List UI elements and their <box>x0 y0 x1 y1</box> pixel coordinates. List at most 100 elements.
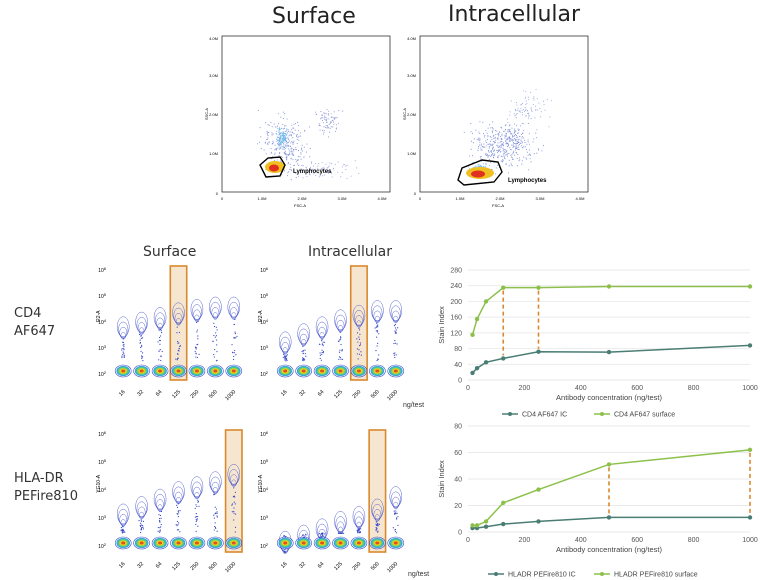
event-dot <box>282 140 284 143</box>
contour-column <box>207 296 224 378</box>
event-dot <box>516 152 518 154</box>
event-dot <box>309 167 312 169</box>
event-dot <box>320 168 322 170</box>
x-tick: 16 <box>280 561 289 570</box>
x-tick: 16 <box>280 389 289 398</box>
contour-column <box>313 316 331 378</box>
event-dot <box>287 131 290 133</box>
event-dot <box>525 157 527 159</box>
event-dot <box>298 139 300 141</box>
event-dot <box>292 142 294 144</box>
event-dot <box>282 139 284 141</box>
contour-column <box>387 300 405 378</box>
y-axis-label: R2-A <box>258 310 264 322</box>
event-dot <box>522 102 524 104</box>
event-dot <box>279 133 282 135</box>
event-dot <box>507 128 509 131</box>
event-dot <box>327 124 329 127</box>
event-dot <box>297 136 299 138</box>
x-tick: 600 <box>631 385 643 392</box>
event-dot <box>479 166 481 168</box>
y-tick: 104 <box>98 318 107 326</box>
event-dot <box>514 128 516 130</box>
event-dot <box>470 140 473 142</box>
event-dot <box>298 173 300 175</box>
event-dot <box>535 137 537 139</box>
y-tick: 3.0M <box>209 73 218 78</box>
x-tick: 2.0M <box>496 196 505 201</box>
y-tick: 0 <box>216 191 219 196</box>
event-dot <box>278 145 280 147</box>
event-dot <box>513 113 515 115</box>
y-tick: 105 <box>260 292 269 300</box>
event-dot <box>286 129 288 131</box>
event-dot <box>530 161 532 163</box>
event-dot <box>487 127 489 129</box>
event-dot <box>512 152 515 154</box>
event-dot <box>478 146 480 148</box>
event-dot <box>270 147 272 149</box>
event-dot <box>259 127 261 129</box>
legend-label: CD4 AF647 surface <box>614 412 675 419</box>
event-dot <box>517 139 520 141</box>
event-dot <box>326 126 328 128</box>
event-dot <box>514 115 516 117</box>
event-dot <box>346 177 348 179</box>
event-dot <box>330 126 332 128</box>
y-tick: 104 <box>260 318 269 326</box>
event-dot <box>286 175 289 177</box>
event-dot <box>286 130 288 132</box>
event-dot <box>518 160 520 162</box>
event-dot <box>282 136 284 138</box>
data-point <box>483 299 489 304</box>
event-dot <box>280 116 282 118</box>
event-dot <box>282 111 284 113</box>
contour-column <box>369 498 386 550</box>
event-dot <box>286 134 288 136</box>
event-dot <box>509 128 511 131</box>
event-dot <box>276 138 278 140</box>
event-dot <box>521 163 523 165</box>
event-dot <box>309 147 311 150</box>
event-dot <box>493 150 495 152</box>
event-dot <box>310 161 312 163</box>
data-point <box>536 349 541 354</box>
event-dot <box>470 148 472 150</box>
event-dot <box>319 175 321 177</box>
contour-column <box>170 302 187 378</box>
event-dot <box>284 147 286 150</box>
event-dot <box>332 167 335 170</box>
event-dot <box>356 167 358 169</box>
event-dot <box>284 135 286 137</box>
event-dot <box>280 147 282 149</box>
event-dot <box>295 134 298 136</box>
event-dot <box>526 143 528 145</box>
event-dot <box>337 171 339 173</box>
event-dot <box>483 143 485 145</box>
event-dot <box>483 136 485 138</box>
event-dot <box>528 143 531 145</box>
event-dot <box>498 133 500 136</box>
event-dot <box>463 131 465 133</box>
event-dot <box>531 109 533 111</box>
event-dot <box>522 137 525 139</box>
data-point <box>536 519 541 524</box>
event-dot <box>510 139 512 141</box>
event-dot <box>284 170 286 172</box>
x-tick: 0 <box>466 537 470 544</box>
event-dot <box>536 129 538 131</box>
event-dot <box>281 142 283 144</box>
event-dot <box>472 142 474 144</box>
event-dot <box>497 151 499 153</box>
event-dot <box>504 154 506 156</box>
event-dot <box>524 139 526 141</box>
event-dot <box>516 142 518 144</box>
event-dot <box>323 131 325 133</box>
event-dot <box>291 154 293 156</box>
event-dot <box>472 166 474 168</box>
event-dot <box>328 114 330 116</box>
y-tick: 105 <box>98 458 107 466</box>
event-dot <box>513 143 515 145</box>
event-dot <box>484 135 486 137</box>
event-dot <box>283 143 285 145</box>
